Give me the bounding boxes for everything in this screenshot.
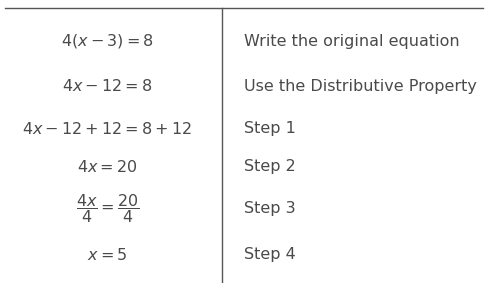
Text: $\dfrac{4x}{4} = \dfrac{20}{4}$: $\dfrac{4x}{4} = \dfrac{20}{4}$ <box>76 192 139 224</box>
Text: $4(x - 3) = 8$: $4(x - 3) = 8$ <box>61 32 154 50</box>
Text: Use the Distributive Property: Use the Distributive Property <box>244 79 477 94</box>
Text: Step 1: Step 1 <box>244 121 296 136</box>
Text: $x = 5$: $x = 5$ <box>87 247 127 263</box>
Text: $4x - 12 + 12 = 8 + 12$: $4x - 12 + 12 = 8 + 12$ <box>22 121 192 137</box>
Text: $4x - 12 = 8$: $4x - 12 = 8$ <box>62 78 153 94</box>
Text: Step 4: Step 4 <box>244 247 296 262</box>
Text: $4x = 20$: $4x = 20$ <box>77 159 138 175</box>
Text: Step 3: Step 3 <box>244 200 296 216</box>
Text: Write the original equation: Write the original equation <box>244 33 460 49</box>
Text: Step 2: Step 2 <box>244 159 296 175</box>
